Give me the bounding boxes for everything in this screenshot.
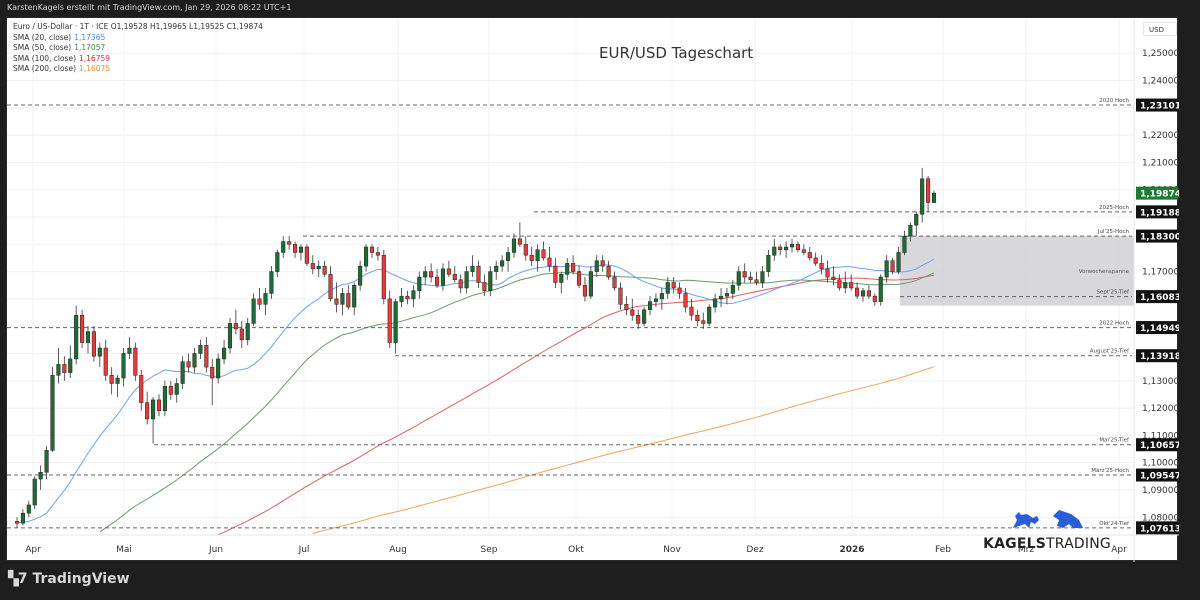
time-tick: Sep bbox=[481, 545, 498, 555]
level-price-badge bbox=[1136, 205, 1178, 219]
svg-text:1,07613: 1,07613 bbox=[1140, 524, 1179, 534]
time-tick: Okt bbox=[568, 545, 584, 555]
sma20-value: 1,17365 bbox=[74, 32, 106, 42]
time-tick: Aug bbox=[389, 545, 407, 555]
price-tick: 1,12000 bbox=[1142, 404, 1179, 414]
sma200-value: 1,16075 bbox=[79, 64, 111, 74]
tradingview-brand: TradingView bbox=[32, 571, 130, 587]
level-label: Sept'25-Tief bbox=[1096, 290, 1130, 296]
level-price-badge bbox=[1136, 468, 1178, 482]
chart-frame[interactable]: Vorwochenspanne 2020 Hoch 2025-Hoch Jul'25-… bbox=[6, 17, 1179, 562]
time-tick: 2026 bbox=[839, 545, 864, 555]
time-tick: Apr bbox=[25, 545, 41, 555]
time-tick: Jun bbox=[208, 545, 223, 555]
level-label: März'25-Hoch bbox=[1091, 468, 1129, 474]
svg-text:1,10657: 1,10657 bbox=[1140, 441, 1179, 451]
svg-text:1,09547: 1,09547 bbox=[1140, 472, 1179, 482]
time-tick: Nov bbox=[663, 545, 681, 555]
time-tick: Apr bbox=[1111, 545, 1127, 555]
grid bbox=[7, 18, 1134, 535]
symbol-info: Euro / US-Dollar · 1T · ICE O1,19528 H1,… bbox=[13, 22, 263, 31]
level-label: 2020 Hoch bbox=[1099, 98, 1129, 104]
price-tick: 1,13000 bbox=[1142, 377, 1179, 387]
current-price-badge bbox=[1136, 186, 1178, 200]
level-label: August'25-Tief bbox=[1090, 349, 1130, 355]
price-tick: 1,08000 bbox=[1142, 513, 1179, 523]
time-tick: Jul bbox=[298, 545, 310, 555]
price-tick: 1,11000 bbox=[1142, 431, 1179, 441]
level-label: Jul'25-Hoch bbox=[1097, 229, 1130, 235]
previous-week-range-zone[interactable] bbox=[900, 236, 1134, 306]
level-price-badge bbox=[1136, 521, 1178, 535]
level-label: 2025-Hoch bbox=[1099, 205, 1130, 211]
time-tick: Mai bbox=[116, 545, 132, 555]
level-label: Okt'24-Tief bbox=[1099, 521, 1130, 527]
time-tick: Dez bbox=[746, 545, 763, 555]
price-tick: 1,24000 bbox=[1142, 77, 1179, 87]
kagels-trading-watermark: KAGELSTRADING bbox=[977, 506, 1117, 552]
sma20-line[interactable] bbox=[16, 258, 935, 524]
level-price-badge bbox=[1136, 321, 1178, 335]
attribution-bar: KarstenKagels erstellt mit TradingView.c… bbox=[0, 0, 1200, 17]
time-tick: Mrz bbox=[1018, 545, 1034, 555]
svg-text:1,19188: 1,19188 bbox=[1140, 208, 1179, 218]
level-price-badge bbox=[1136, 438, 1178, 452]
chart-title: EUR/USD Tageschart bbox=[599, 44, 754, 62]
price-tick: 1,10000 bbox=[1142, 459, 1179, 469]
sma50-line[interactable] bbox=[99, 271, 935, 533]
candles bbox=[14, 167, 937, 528]
sma50-value: 1,17057 bbox=[74, 43, 106, 53]
time-tick: Feb bbox=[935, 545, 951, 555]
level-label: 2022 Hoch bbox=[1099, 321, 1129, 327]
level-price-badge bbox=[1136, 290, 1178, 304]
level-price-badge bbox=[1136, 349, 1178, 363]
bull-bear-icon bbox=[1013, 510, 1083, 528]
level-price-badge bbox=[1136, 98, 1178, 112]
price-tick: 1,25000 bbox=[1142, 49, 1179, 59]
price-tick: 1,21000 bbox=[1142, 158, 1179, 168]
currency-selector[interactable]: USD bbox=[1143, 22, 1177, 36]
sma100-value: 1,16759 bbox=[79, 53, 111, 63]
price-tick: 1,17000 bbox=[1142, 268, 1179, 278]
sma20-legend[interactable]: SMA (20, close) 1,17365 bbox=[13, 32, 106, 42]
svg-text:1,16083: 1,16083 bbox=[1140, 293, 1179, 303]
sma200-legend[interactable]: SMA (200, close) 1,16075 bbox=[13, 64, 111, 74]
chart-legend: Euro / US-Dollar · 1T · ICE O1,19528 H1,… bbox=[13, 22, 263, 75]
svg-text:1,18300: 1,18300 bbox=[1140, 233, 1179, 243]
svg-text:1,19874: 1,19874 bbox=[1140, 190, 1179, 200]
svg-text:1,14949: 1,14949 bbox=[1140, 324, 1179, 334]
price-tick: 1,22000 bbox=[1142, 131, 1179, 141]
price-chart[interactable]: Vorwochenspanne 2020 Hoch 2025-Hoch Jul'25-… bbox=[7, 18, 1179, 562]
sma50-legend[interactable]: SMA (50, close) 1,17057 bbox=[13, 43, 106, 53]
svg-text:1,13918: 1,13918 bbox=[1140, 352, 1179, 362]
tradingview-footer[interactable]: ▚7 TradingView bbox=[8, 571, 130, 587]
zone-label: Vorwochenspanne bbox=[1079, 269, 1130, 275]
level-price-badge bbox=[1136, 229, 1178, 243]
kagels-trading-text: KAGELSTRADING bbox=[983, 536, 1111, 552]
svg-text:1,23101: 1,23101 bbox=[1140, 102, 1179, 112]
tradingview-logo-icon: ▚7 bbox=[8, 571, 27, 587]
level-label: Mai'25-Tief bbox=[1099, 438, 1130, 444]
sma200-line[interactable] bbox=[312, 366, 935, 535]
price-tick: 1,09000 bbox=[1142, 486, 1179, 496]
sma100-legend[interactable]: SMA (100, close) 1,16759 bbox=[13, 53, 111, 63]
